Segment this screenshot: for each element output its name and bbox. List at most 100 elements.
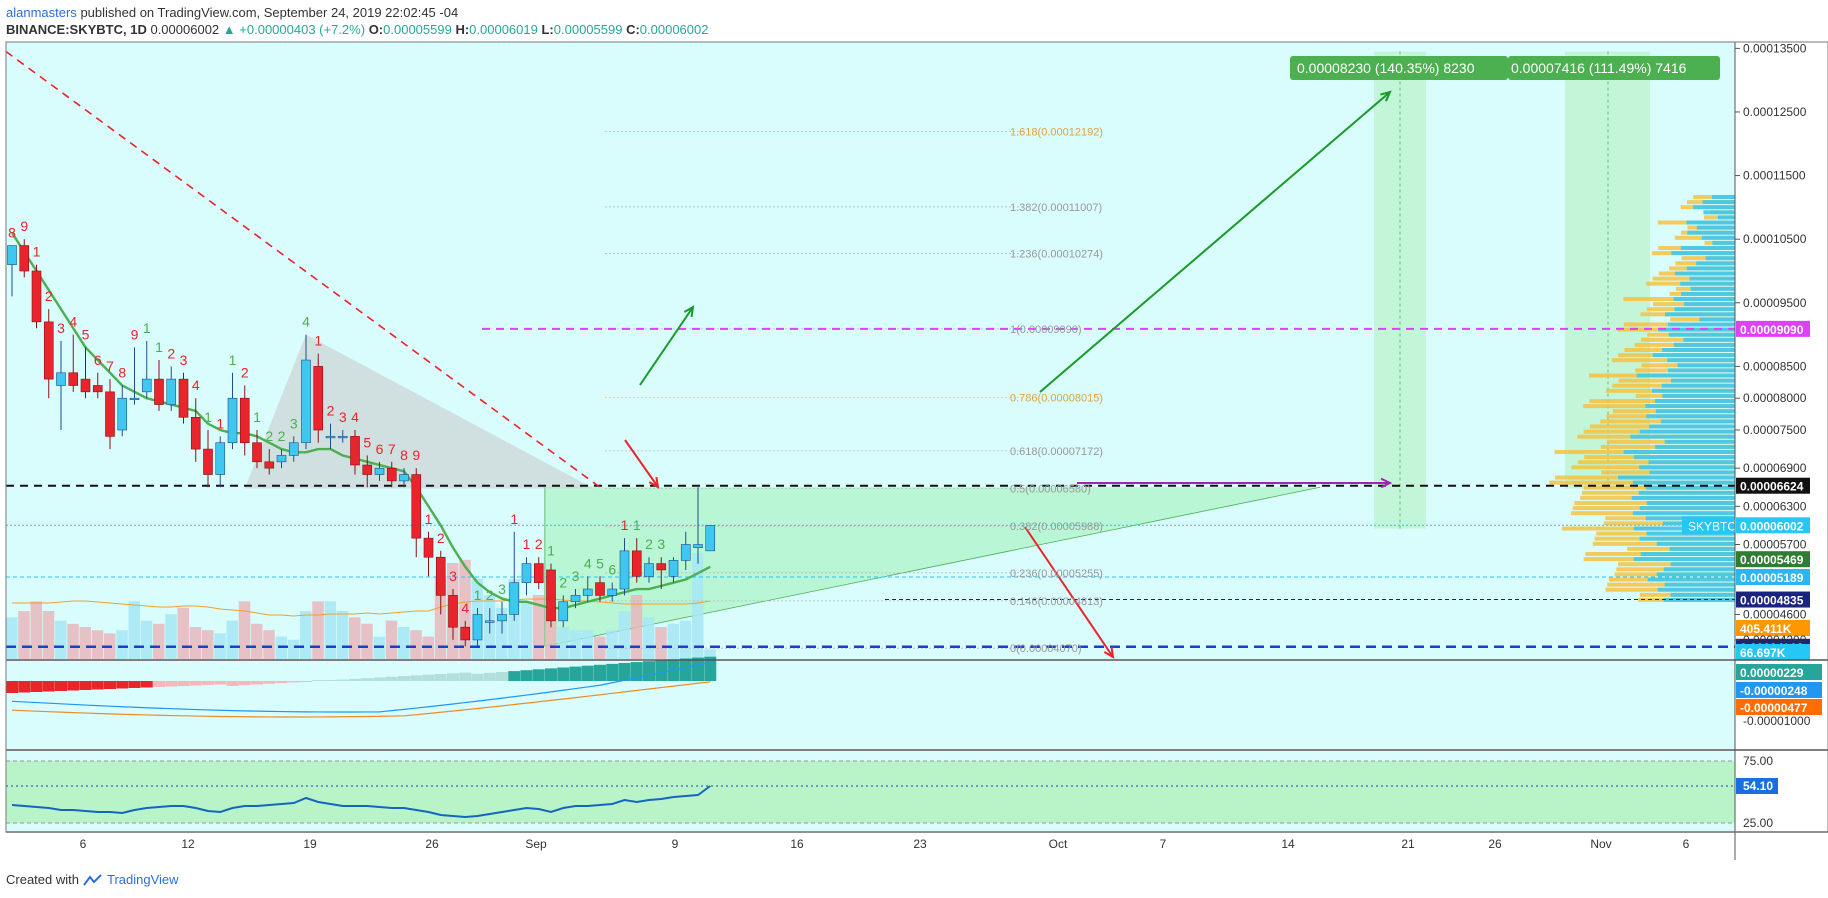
candle-body[interactable] [497,614,507,622]
candle-body[interactable] [374,467,385,475]
volume-bar [140,620,153,659]
candle-body[interactable] [337,436,348,439]
candle-body[interactable] [350,436,360,466]
candle-body[interactable] [301,359,311,444]
candle-body[interactable] [680,544,691,561]
candle-body[interactable] [509,582,520,615]
candle-body[interactable] [7,245,17,265]
candle-body[interactable] [141,378,152,393]
candle-body[interactable] [43,321,54,380]
td-count-label: 3 [57,320,65,336]
candle-body[interactable] [558,601,569,622]
candle-body[interactable] [117,397,128,431]
y-tick-label: 0.00006300 [1743,499,1807,513]
macd-histogram-bar [42,681,55,692]
candle-body[interactable] [693,544,703,548]
td-count-label: 8 [8,225,16,241]
candle-body[interactable] [129,397,140,401]
volume-profile-bar [1639,506,1735,511]
candle-body[interactable] [166,378,177,405]
volume-bar [618,611,630,659]
candle-body[interactable] [607,588,618,596]
x-tick-label: 6 [1683,837,1690,851]
td-count-label: 3 [339,409,347,425]
volume-profile-bar [1696,225,1735,230]
candle-body[interactable] [313,366,324,431]
candle-body[interactable] [386,467,397,482]
candle-body[interactable] [570,595,581,603]
macd-histogram-bar [361,678,374,681]
macd-tick-label: -0.00001000 [1743,714,1811,728]
volume-bar [704,649,716,659]
candle-body[interactable] [460,626,471,641]
volume-profile-bar [1664,582,1735,587]
volume-bar [459,559,471,659]
volume-profile-bar [1687,230,1735,235]
candle-body[interactable] [619,550,630,590]
candle-body[interactable] [264,461,275,469]
candle-body[interactable] [68,372,79,386]
candle-body[interactable] [252,442,262,463]
candle-body[interactable] [644,563,654,577]
candle-body[interactable] [631,550,642,577]
candle-body[interactable] [56,372,66,386]
candle-body[interactable] [423,537,434,558]
candle-body[interactable] [178,378,189,418]
candle-body[interactable] [31,270,42,323]
candle-body[interactable] [472,614,483,641]
candle-body[interactable] [411,474,422,539]
candle-body[interactable] [448,595,458,628]
volume-bar [643,617,655,659]
candle-body[interactable] [582,588,593,596]
candle-body[interactable] [215,442,226,475]
candle-body[interactable] [325,436,336,439]
td-count-label: 1 [523,536,531,552]
td-count-label: 7 [106,358,114,374]
candle-body[interactable] [668,560,679,577]
candle-body[interactable] [19,245,30,272]
candle-body[interactable] [190,416,201,450]
candle-body[interactable] [546,569,556,622]
candle-body[interactable] [362,464,373,475]
macd-histogram-bar [128,681,141,688]
bearish-arrow-small [624,439,659,488]
td-count-label: 4 [302,314,310,330]
change-value: +0.00000403 (+7.2%) [239,22,366,37]
price-axis-tag-bg [1736,320,1810,337]
candle-body[interactable] [656,563,667,571]
td-count-label: 3 [572,568,580,584]
candle-body[interactable] [227,397,238,444]
candle-body[interactable] [105,391,115,437]
tradingview-link[interactable]: TradingView [106,872,179,887]
candle-body[interactable] [533,563,544,583]
candle-body[interactable] [203,448,213,475]
candle-body[interactable] [239,397,250,444]
candle-body[interactable] [435,556,446,596]
volume-ma-line [12,598,711,617]
macd-histogram-bar [275,681,288,684]
candle-body[interactable] [92,385,103,393]
volume-profile-bar [1657,587,1735,592]
candle-body[interactable] [399,474,409,482]
candle-body[interactable] [154,378,164,405]
candle-body[interactable] [595,582,605,596]
td-count-label: 6 [376,441,384,457]
candle-body[interactable] [484,620,495,623]
td-count-label: 3 [657,536,665,552]
candle-body[interactable] [276,455,287,463]
candle-body[interactable] [288,442,299,456]
candle-body[interactable] [705,525,716,552]
candle-body[interactable] [521,563,532,583]
volume-profile-bar [1630,434,1735,439]
volume-profile-bar [1693,205,1735,210]
macd-histogram-bar [324,680,337,681]
td-count-label: 5 [596,555,604,571]
volume-profile-bar [1667,322,1735,327]
low-label: L: [541,22,554,37]
author-link[interactable]: alanmasters [6,5,77,20]
volume-bar [336,611,349,659]
td-count-label: 4 [461,600,469,616]
volume-profile-bar [1689,276,1735,281]
candle-body[interactable] [80,378,91,393]
